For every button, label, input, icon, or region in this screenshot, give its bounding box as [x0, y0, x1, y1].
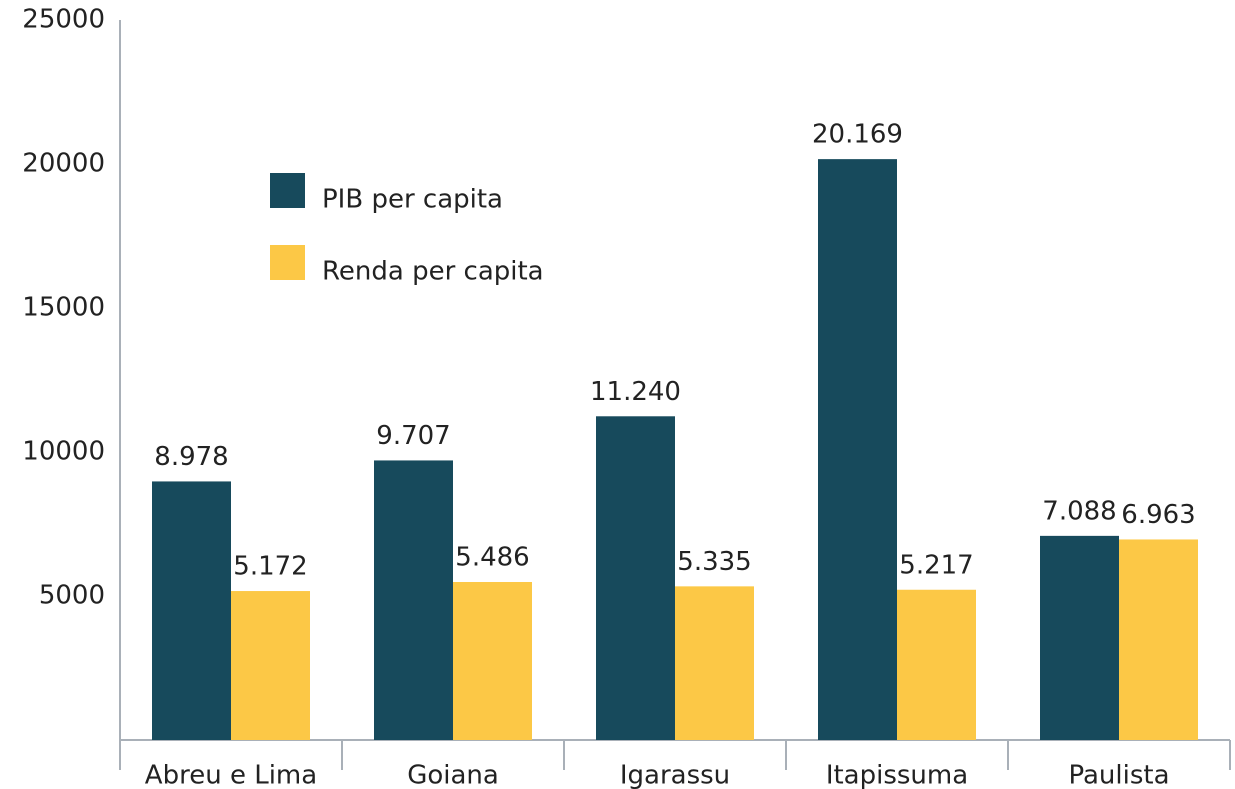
x-tick-label: Igarassu [620, 761, 730, 789]
value-label: 5.217 [899, 550, 973, 580]
value-label: 5.335 [677, 547, 751, 577]
bar [152, 481, 231, 740]
value-label: 7.088 [1042, 496, 1116, 526]
x-tick-label: Abreu e Lima [145, 761, 317, 789]
bar [231, 591, 310, 740]
bar [818, 159, 897, 740]
x-tick-label: Goiana [407, 761, 499, 789]
legend-label: PIB per capita [322, 185, 503, 215]
bar [596, 416, 675, 740]
bar [675, 586, 754, 740]
y-tick-label: 25000 [22, 5, 105, 35]
bar [1119, 539, 1198, 740]
y-tick-label: 5000 [39, 581, 105, 611]
value-label: 20.169 [812, 120, 903, 150]
value-label: 11.240 [590, 377, 681, 407]
value-label: 6.963 [1121, 500, 1195, 530]
y-tick-label: 15000 [22, 293, 105, 323]
x-tick-label: Paulista [1068, 761, 1169, 789]
bar [453, 582, 532, 740]
x-tick-label: Itapissuma [826, 761, 968, 789]
value-label: 5.486 [455, 543, 529, 573]
bar [1040, 535, 1119, 740]
y-tick-label: 10000 [22, 437, 105, 467]
value-label: 8.978 [154, 442, 228, 472]
legend-swatch [270, 173, 305, 208]
value-label: 9.707 [376, 421, 450, 451]
legend-label: Renda per capita [322, 257, 544, 287]
y-tick-label: 20000 [22, 149, 105, 179]
bar [897, 589, 976, 740]
legend-swatch [270, 245, 305, 280]
bar [374, 460, 453, 740]
value-label: 5.172 [233, 552, 307, 582]
